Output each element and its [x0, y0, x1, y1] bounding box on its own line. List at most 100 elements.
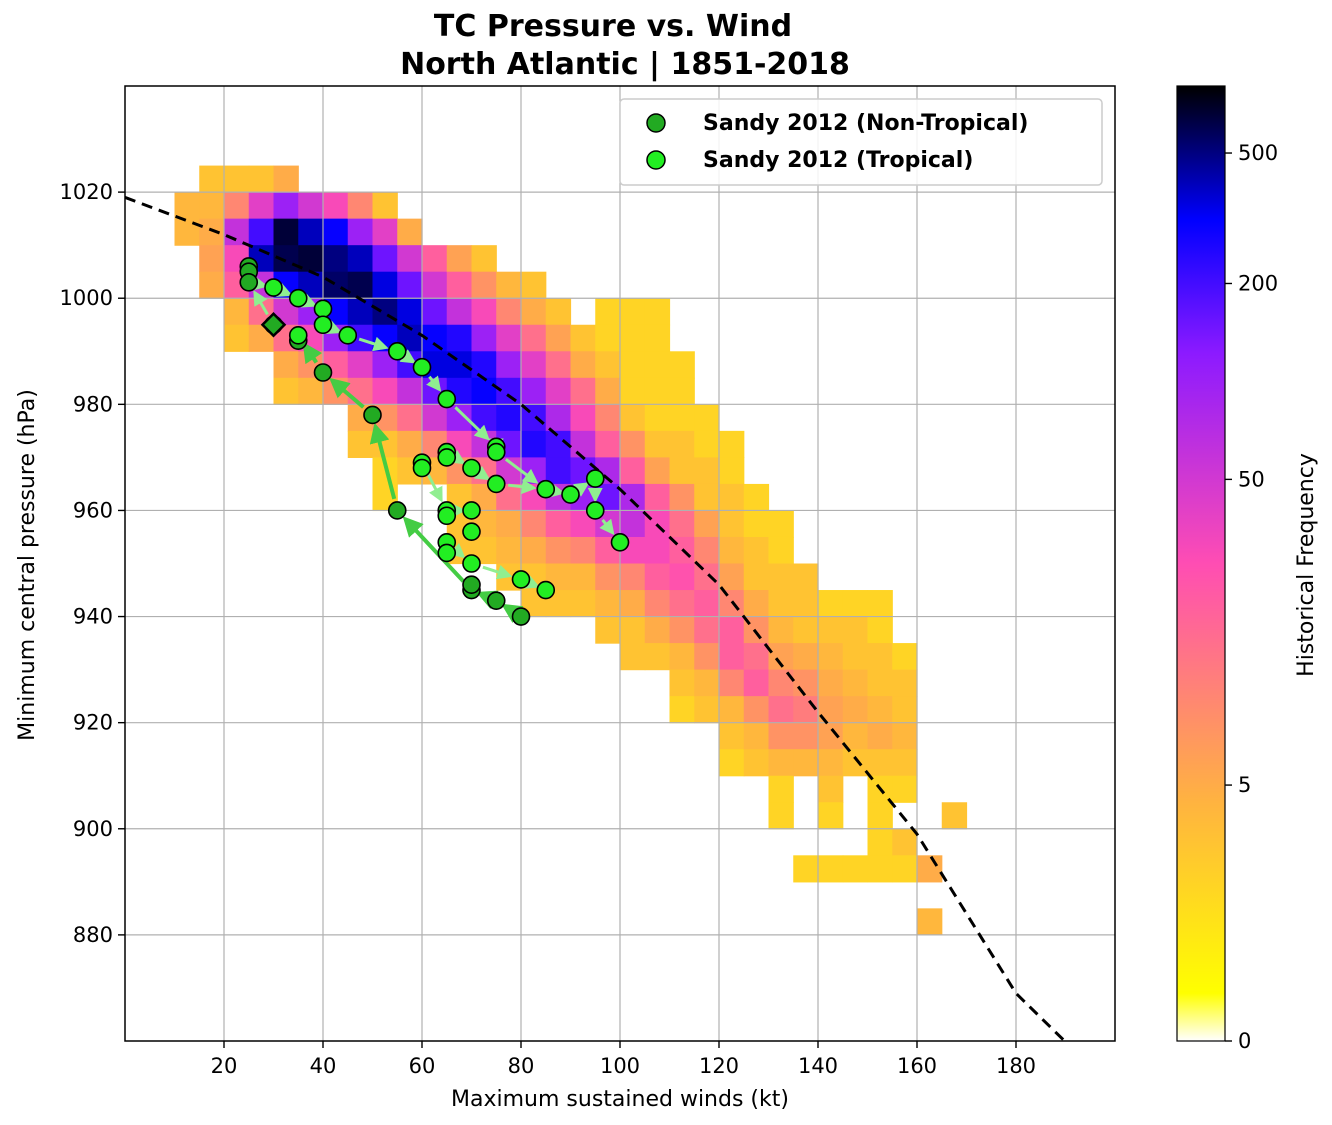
legend-box	[619, 98, 1103, 186]
chart-subtitle: North Atlantic | 1851-2018	[400, 47, 850, 82]
heatmap-cell	[397, 271, 423, 299]
heatmap-cell	[793, 855, 819, 883]
sandy-track	[251, 275, 615, 624]
point-tropical	[561, 485, 580, 504]
heatmap-cell	[669, 457, 695, 485]
point-non-tropical	[511, 607, 531, 626]
heatmap-cell	[397, 430, 423, 458]
heatmap-cell	[743, 643, 770, 671]
x-tick-label: 120	[699, 1054, 739, 1078]
heatmap-cell	[570, 590, 596, 618]
heatmap-cell	[521, 351, 547, 379]
heatmap-cell	[595, 351, 621, 379]
heatmap-cell	[620, 404, 646, 432]
heatmap-cell	[545, 510, 572, 538]
heatmap-cell	[199, 218, 225, 246]
heatmap-cell	[892, 696, 918, 724]
heatmap-cell	[521, 430, 547, 458]
heatmap-cell	[446, 298, 473, 326]
heatmap-cell	[471, 298, 497, 326]
colorbar-tick-label: 50	[1238, 467, 1265, 491]
heatmap-cell	[372, 192, 398, 220]
heatmap-cell	[867, 828, 893, 856]
heatmap-cell	[669, 483, 695, 512]
heatmap-cell	[620, 643, 646, 671]
heatmap-cell	[595, 377, 621, 405]
point-tropical	[412, 458, 432, 478]
heatmap-cell	[669, 590, 695, 618]
point-tropical	[288, 288, 308, 308]
heatmap-cell	[422, 404, 448, 432]
heatmap-cell	[719, 669, 745, 697]
y-tick-label: 880	[73, 923, 113, 947]
heatmap-cell	[793, 563, 819, 591]
track-segment	[482, 564, 513, 580]
heatmap-cell	[867, 855, 893, 883]
point-non-tropical	[313, 363, 333, 382]
track-segment	[523, 574, 541, 589]
heatmap-cell	[793, 643, 819, 671]
heatmap-cell	[570, 536, 596, 565]
grid	[125, 86, 1115, 1041]
heatmap-cell	[644, 643, 671, 671]
heatmap-cell	[397, 404, 423, 432]
heatmap-cell	[743, 510, 770, 538]
x-axis-label: Maximum sustained winds (kt)	[451, 1087, 789, 1112]
heatmap-cell	[694, 616, 720, 644]
heatmap-cell	[768, 510, 794, 538]
heatmap-cell	[323, 192, 349, 220]
heatmap-cell	[768, 802, 794, 830]
point-tropical	[610, 532, 630, 552]
heatmap-cell	[372, 271, 398, 299]
point-non-tropical	[363, 405, 382, 425]
x-tick-label: 60	[409, 1054, 436, 1078]
point-tropical	[462, 522, 481, 541]
point-non-tropical	[486, 591, 506, 610]
heatmap-cell	[892, 722, 918, 750]
heatmap-cell	[620, 457, 646, 485]
heatmap-cell	[768, 536, 794, 565]
heatmap-cell	[818, 722, 844, 750]
heatmap-cell	[818, 590, 844, 618]
heatmap-cell	[199, 192, 225, 220]
track-segment	[402, 516, 465, 583]
heatmap-cell	[273, 192, 299, 220]
point-tropical	[437, 448, 457, 467]
track-segment	[300, 293, 318, 308]
heatmap-cell	[174, 192, 200, 220]
heatmap-cell	[199, 165, 225, 193]
heatmap-cell	[694, 510, 720, 538]
x-tick-label: 40	[310, 1054, 337, 1078]
heatmap-cell	[941, 802, 968, 830]
heatmap-cell	[496, 351, 522, 379]
x-tick-label: 140	[798, 1054, 838, 1078]
heatmap-cell	[595, 616, 621, 644]
heatmap-cell	[644, 563, 671, 591]
heatmap-cell	[521, 536, 547, 565]
track-segment	[473, 465, 491, 481]
heatmap-cell	[818, 643, 844, 671]
heatmap-cell	[818, 616, 844, 644]
heatmap-cell	[768, 696, 794, 724]
point-tropical	[585, 501, 605, 520]
heatmap-cell	[719, 536, 745, 565]
heatmap-cell	[867, 722, 893, 750]
y-tick-label: 920	[73, 711, 113, 735]
y-axis-label: Minimum central pressure (hPa)	[15, 389, 40, 741]
heatmap-cell	[372, 218, 398, 246]
x-tick-label: 160	[897, 1054, 937, 1078]
y-tick-label: 980	[73, 392, 113, 416]
heatmap-cell	[719, 643, 745, 671]
heatmap-cell	[842, 616, 869, 644]
track-segment	[399, 349, 417, 364]
heatmap-cell	[347, 271, 374, 299]
heatmap-cell	[620, 430, 646, 458]
heatmap-cell	[719, 616, 745, 644]
track-segment	[504, 458, 539, 484]
heatmap-cell	[644, 324, 671, 352]
sandy-points	[239, 257, 630, 626]
point-tropical	[585, 469, 605, 488]
x-tick-label: 180	[996, 1054, 1036, 1078]
heatmap-cell	[669, 616, 695, 644]
